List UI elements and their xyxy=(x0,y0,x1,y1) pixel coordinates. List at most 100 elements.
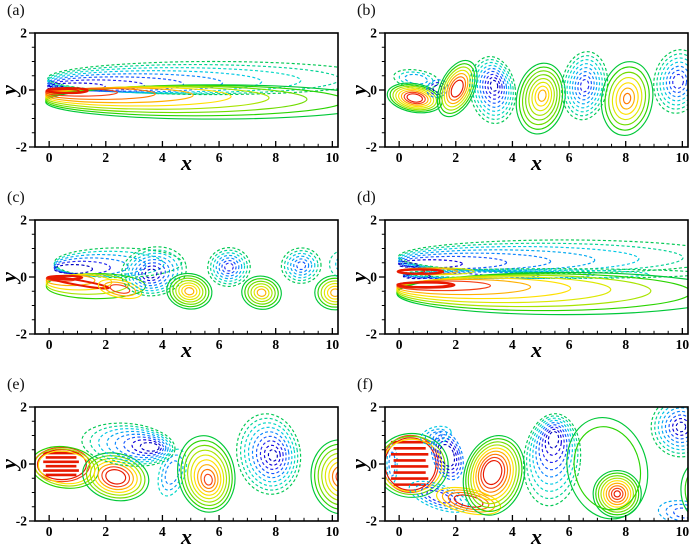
contour-line xyxy=(435,437,460,474)
contour-line xyxy=(98,428,171,463)
contour-line xyxy=(253,285,270,300)
contour-line xyxy=(453,494,484,508)
contour-plot-b: 0 2 4 6 8 10 2 0 -2 xyxy=(366,26,690,166)
contour-line xyxy=(668,414,688,440)
contour-line xyxy=(144,268,158,279)
contour-line xyxy=(53,263,94,275)
contour-line xyxy=(320,280,338,306)
contour-line xyxy=(210,249,248,285)
contour-line xyxy=(476,64,510,112)
contour-line xyxy=(675,421,687,433)
x-tick-label: 4 xyxy=(159,337,166,352)
contour-line xyxy=(659,57,688,106)
contour-line xyxy=(398,252,552,271)
contour-line xyxy=(121,246,187,297)
x-tick-label: 2 xyxy=(102,337,109,352)
contour-line xyxy=(97,463,134,491)
y-axis-label: y xyxy=(346,85,371,95)
contour-line xyxy=(661,407,688,447)
contour-line xyxy=(175,280,204,303)
y-axis-label: y xyxy=(0,77,22,103)
contour-line xyxy=(187,449,228,503)
axis-ticks xyxy=(29,219,333,335)
contour-line xyxy=(518,66,564,130)
contour-line xyxy=(203,473,213,486)
y-axis-label: y xyxy=(0,264,22,290)
contour-line xyxy=(221,259,237,275)
contour-line xyxy=(53,247,183,279)
contour-line xyxy=(131,255,175,289)
x-tick-label: 8 xyxy=(272,337,279,352)
y-tick-label: 0 xyxy=(370,270,377,285)
subplot-d: 0 2 4 6 8 10 2 0 -2 (d) y x xyxy=(346,187,700,373)
contour-line xyxy=(462,435,526,516)
contour-line xyxy=(335,257,338,271)
contour-line xyxy=(53,260,111,275)
contour-line xyxy=(45,85,308,114)
tick-labels: 0 2 4 6 8 10 2 0 -2 xyxy=(366,213,690,353)
contour-line xyxy=(398,249,596,272)
contour-plot-a: 0 2 4 6 8 10 2 0 -2 xyxy=(16,26,340,166)
contour-line xyxy=(81,422,176,467)
contour-line xyxy=(106,430,169,461)
contour-line xyxy=(97,278,143,300)
x-tick-label: 4 xyxy=(509,337,516,352)
contour-line xyxy=(396,277,572,300)
contour-lines xyxy=(396,239,688,316)
contour-line xyxy=(531,81,553,112)
contour-line xyxy=(465,438,523,512)
contour-line xyxy=(123,436,165,457)
contour-line xyxy=(569,63,601,109)
contour-line xyxy=(615,82,639,115)
x-tick-label: 2 xyxy=(102,150,109,165)
contour-line xyxy=(657,407,688,451)
contour-line xyxy=(408,480,469,513)
contour-line xyxy=(446,73,469,105)
x-tick-label: 10 xyxy=(326,524,340,539)
contour-line xyxy=(190,454,225,500)
contour-line xyxy=(538,424,568,471)
contour-line xyxy=(105,469,127,485)
contour-line xyxy=(525,74,558,121)
contour-line xyxy=(212,252,246,282)
x-tick-label: 6 xyxy=(216,524,223,539)
contour-line xyxy=(224,262,234,272)
x-tick-label: 8 xyxy=(622,524,629,539)
contour-line xyxy=(193,459,222,496)
contour-line xyxy=(184,287,195,296)
contour-line xyxy=(324,457,338,497)
contour-line xyxy=(608,485,627,503)
contour-plot-c: 0 2 4 6 8 10 2 0 -2 xyxy=(16,213,340,353)
x-tick-label: 6 xyxy=(566,524,573,539)
contour-line xyxy=(579,79,590,93)
contour-line xyxy=(141,265,162,282)
contour-line xyxy=(241,275,282,310)
axis-ticks xyxy=(29,406,333,522)
contour-line xyxy=(45,87,156,100)
y-tick-label: 0 xyxy=(20,457,27,472)
contour-line xyxy=(47,79,145,92)
contour-line xyxy=(398,245,640,272)
contour-line xyxy=(45,86,232,107)
contour-lines xyxy=(35,413,338,515)
y-tick-label: -2 xyxy=(366,514,377,529)
y-tick-label: 2 xyxy=(370,400,377,415)
contour-line xyxy=(474,61,512,116)
contour-line xyxy=(134,258,171,287)
tick-labels: 0 2 4 6 8 10 2 0 -2 xyxy=(366,26,690,166)
contour-line xyxy=(619,87,635,110)
tick-labels: 0 2 4 6 8 10 2 0 -2 xyxy=(366,400,690,540)
contour-line xyxy=(563,55,606,117)
panel-label-d: (d) xyxy=(357,189,376,206)
contour-line xyxy=(263,444,281,466)
contour-line xyxy=(436,59,478,118)
x-tick-label: 4 xyxy=(509,150,516,165)
y-tick-label: 0 xyxy=(370,83,377,98)
x-tick-label: 2 xyxy=(102,524,109,539)
contour-line xyxy=(400,90,429,106)
contour-line xyxy=(479,67,508,108)
contour-line xyxy=(426,79,449,98)
contour-line xyxy=(684,475,688,505)
contour-line xyxy=(605,482,629,506)
